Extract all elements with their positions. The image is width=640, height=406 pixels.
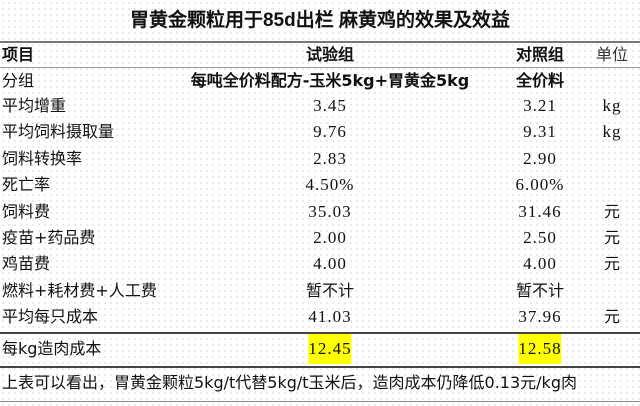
table-row: 平均增重 3.45 3.21 kg [0,93,640,119]
row-control-value: 4.00 [523,254,557,274]
row-control-value: 31.46 [518,201,562,221]
divider [0,366,640,368]
divider [0,401,640,402]
group-label: 分组 [2,71,35,90]
meat-cost-label: 每kg造肉成本 [2,339,102,358]
divider [0,41,640,43]
row-label: 平均每只成本 [2,307,99,327]
row-test-value: 暂不计 [305,280,355,300]
row-label: 饲料转换率 [2,148,83,168]
row-test-value: 35.03 [308,201,352,221]
group-control: 全价料 [515,71,565,90]
group-test: 每吨全价料配方-玉米5kg+胃黄金5kg [190,71,470,90]
table-row: 饲料转换率 2.83 2.90 [0,146,640,172]
row-label: 死亡率 [2,175,51,195]
table-title: 胃黄金颗粒用于85d出栏 麻黄鸡的效果及效益 [129,10,511,31]
divider [0,332,640,334]
header-item: 项目 [2,45,35,64]
row-control-value: 9.31 [523,122,557,142]
table-row: 平均饲料摄取量 9.76 9.31 kg [0,119,640,145]
row-control-value: 2.50 [523,228,557,247]
row-label: 疫苗+药品费 [2,228,96,247]
table-row: 燃料+耗材费+人工费 暂不计 暂不计 [0,278,640,304]
conclusion-text: 上表可以看出，胃黄金颗粒5kg/t代替5kg/t玉米后，造肉成本仍降低0.13元… [2,373,577,392]
divider [0,67,640,68]
row-unit: kg [602,96,622,115]
header-unit: 单位 [595,45,629,64]
row-test-value: 3.45 [313,96,347,115]
row-control-value: 暂不计 [515,280,565,300]
table-row: 饲料费 35.03 31.46 元 [0,199,640,225]
row-label: 平均增重 [2,96,67,115]
row-unit: 元 [603,254,621,274]
table-row: 鸡苗费 4.00 4.00 元 [0,251,640,277]
row-control-value: 3.21 [523,96,557,115]
row-control-value: 6.00% [515,175,565,195]
row-unit: 元 [603,228,621,247]
row-label: 饲料费 [2,201,51,221]
table-row: 死亡率 4.50% 6.00% [0,172,640,198]
table-row: 疫苗+药品费 2.00 2.50 元 [0,225,640,251]
conclusion-row: 上表可以看出，胃黄金颗粒5kg/t代替5kg/t玉米后，造肉成本仍降低0.13元… [0,368,640,400]
row-label: 平均饲料摄取量 [2,122,115,142]
header-test: 试验组 [305,45,355,64]
meat-cost-test: 12.45 [308,334,352,364]
row-control-value: 2.90 [523,148,557,168]
row-unit: 元 [603,307,621,327]
row-unit: kg [602,122,622,142]
row-test-value: 41.03 [308,307,352,327]
row-test-value: 4.00 [313,254,347,274]
row-control-value: 37.96 [518,307,562,327]
row-test-value: 2.83 [313,148,347,168]
header-control: 对照组 [515,45,565,64]
row-test-value: 4.50% [305,175,355,195]
row-test-value: 2.00 [313,228,347,247]
header-row: 项目 试验组 对照组 单位 [0,43,640,67]
row-label: 鸡苗费 [2,254,51,274]
row-test-value: 9.76 [313,122,347,142]
row-label: 燃料+耗材费+人工费 [2,280,157,300]
table-row: 平均每只成本 41.03 37.96 元 [0,304,640,330]
meat-cost-control: 12.58 [518,334,562,364]
meat-cost-row: 每kg造肉成本 12.45 12.58 [0,334,640,366]
row-unit: 元 [603,201,621,221]
group-row: 分组 每吨全价料配方-玉米5kg+胃黄金5kg 全价料 [0,68,640,93]
